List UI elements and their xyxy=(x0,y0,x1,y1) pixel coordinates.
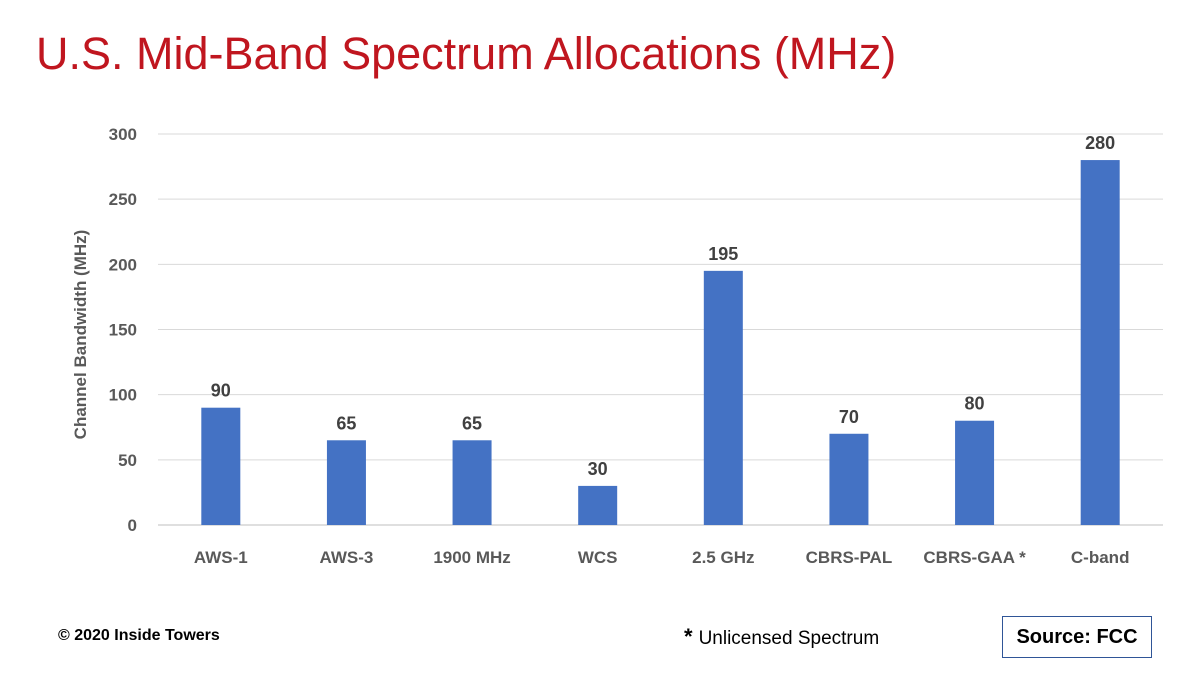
data-labels: 90 65 65 30 195 70 80 280 xyxy=(211,133,1115,479)
bar xyxy=(703,270,743,525)
y-tick-label: 200 xyxy=(109,255,137,274)
data-label: 70 xyxy=(839,407,859,427)
bar xyxy=(1080,160,1120,526)
bar xyxy=(201,407,241,525)
category-label: CBRS-PAL xyxy=(806,548,893,567)
y-tick-label: 100 xyxy=(109,386,137,405)
chart-title: U.S. Mid-Band Spectrum Allocations (MHz) xyxy=(36,28,897,79)
category-label: 1900 MHz xyxy=(433,548,510,567)
category-label: CBRS-GAA * xyxy=(923,548,1026,567)
bar xyxy=(578,485,618,525)
category-label: WCS xyxy=(578,548,618,567)
category-label: AWS-1 xyxy=(194,548,248,567)
data-label: 65 xyxy=(462,413,482,433)
data-label: 195 xyxy=(708,244,738,264)
footnote-asterisk: * xyxy=(684,624,693,649)
footnote: * Unlicensed Spectrum xyxy=(684,624,879,650)
y-tick-label: 0 xyxy=(128,516,137,535)
data-label: 90 xyxy=(211,381,231,401)
category-label: C-band xyxy=(1071,548,1130,567)
copyright-text: © 2020 Inside Towers xyxy=(58,627,220,644)
gridlines xyxy=(158,133,1163,526)
source-text: Source: FCC xyxy=(1016,625,1138,648)
y-axis-ticks: 0 50 100 150 200 250 300 xyxy=(109,125,137,535)
bar xyxy=(452,440,492,525)
category-label: AWS-3 xyxy=(320,548,374,567)
y-tick-label: 150 xyxy=(109,321,137,340)
source-box: Source: FCC xyxy=(1002,616,1152,658)
category-label: 2.5 GHz xyxy=(692,548,754,567)
y-tick-label: 50 xyxy=(118,451,137,470)
category-labels: AWS-1 AWS-3 1900 MHz WCS 2.5 GHz CBRS-PAL CBRS… xyxy=(194,548,1130,567)
bar xyxy=(955,420,995,525)
bar xyxy=(326,440,366,525)
footnote-text: Unlicensed Spectrum xyxy=(698,628,880,649)
data-label: 280 xyxy=(1085,133,1115,153)
y-tick-label: 300 xyxy=(109,125,137,144)
data-label: 80 xyxy=(965,394,985,414)
bar-chart: 0 50 100 150 200 250 300 90 65 65 30 195 70 80 280 AW… xyxy=(71,125,1163,567)
y-tick-label: 250 xyxy=(109,190,137,209)
y-axis-label: Channel Bandwidth (MHz) xyxy=(71,230,90,440)
bar xyxy=(829,433,869,525)
bars xyxy=(201,160,1120,526)
data-label: 30 xyxy=(588,459,608,479)
data-label: 65 xyxy=(336,413,356,433)
